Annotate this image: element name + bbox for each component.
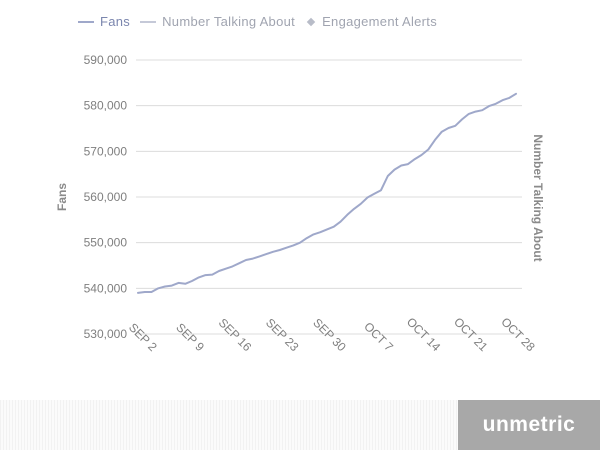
- x-tick-label: OCT 28: [498, 315, 538, 355]
- y-tick-label: 590,000: [84, 53, 128, 67]
- y-tick-label: 580,000: [84, 99, 128, 113]
- y-tick-label: 530,000: [84, 327, 128, 341]
- brand-logo: unmetric: [458, 400, 600, 450]
- brand-wordmark: unmetric: [482, 413, 576, 436]
- x-tick-label: OCT 7: [361, 319, 396, 354]
- diamond-icon: [306, 17, 316, 26]
- chart-legend: Fans Number Talking About Engagement Ale…: [78, 14, 447, 29]
- x-tick-label: SEP 23: [263, 316, 302, 355]
- y-tick-label: 550,000: [84, 236, 128, 250]
- fans-line-chart: 530,000 540,000 550,000 560,000 570,000 580,0…: [55, 53, 545, 355]
- legend-label-fans: Fans: [100, 14, 131, 29]
- x-tick-label: OCT 14: [404, 315, 444, 355]
- x-tick-label: SEP 16: [216, 316, 255, 355]
- legend-item-fans[interactable]: Fans: [78, 14, 130, 29]
- talking-line-swatch: [140, 20, 157, 23]
- fans-line-swatch: [78, 20, 94, 23]
- y-tick-label: 570,000: [84, 144, 128, 158]
- legend-label-talking-about: Number Talking About: [162, 14, 296, 29]
- x-tick-label: SEP 2: [126, 320, 160, 354]
- legend-label-engagement-alerts: Engagement Alerts: [322, 14, 438, 29]
- x-tick-label: OCT 21: [451, 315, 491, 355]
- y-axis-title: Fans: [55, 183, 69, 211]
- x-tick-label: SEP 9: [173, 320, 207, 354]
- footer-bar: unmetric: [0, 400, 600, 450]
- y2-axis-title: Number Talking About: [531, 134, 545, 261]
- x-tick-label: SEP 30: [310, 316, 349, 355]
- y-tick-label: 540,000: [84, 281, 128, 295]
- fans-series-line: [137, 92, 517, 294]
- y-tick-label: 560,000: [84, 190, 128, 204]
- legend-item-talking-about[interactable]: Number Talking About: [140, 14, 295, 29]
- legend-item-engagement-alerts[interactable]: Engagement Alerts: [305, 14, 437, 29]
